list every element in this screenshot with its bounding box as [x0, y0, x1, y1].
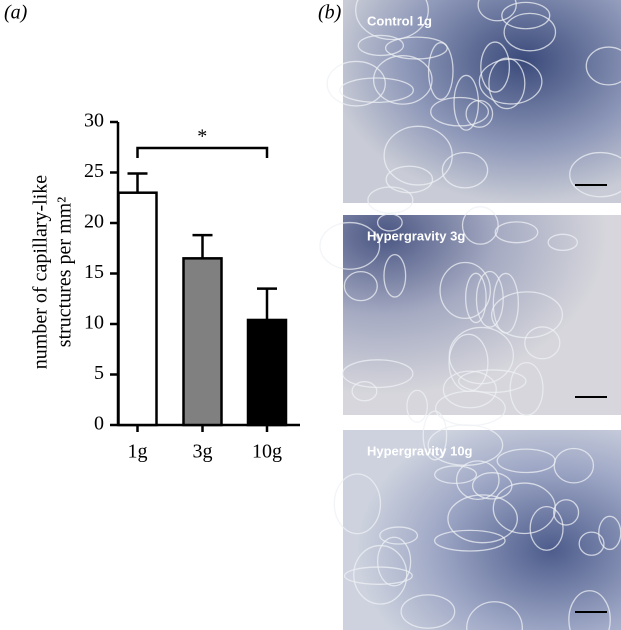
cell-loop	[406, 389, 428, 423]
cell-loop	[427, 424, 504, 466]
x-tick-label: 3g	[193, 441, 213, 463]
cell-loop	[455, 460, 500, 500]
cell-loop	[488, 57, 526, 110]
cell-loop	[501, 1, 551, 30]
cell-loop	[333, 473, 382, 535]
significance-bracket	[136, 146, 269, 158]
cell-loop	[379, 526, 419, 545]
cell-loop	[422, 410, 448, 461]
y-label-line: structures per mm²	[54, 197, 76, 347]
panel-label: (a)	[4, 2, 28, 24]
cell-loop	[568, 590, 611, 630]
cell-loop	[478, 58, 543, 105]
cell-loop	[547, 233, 579, 251]
y-axis-label: number of capillary-like structures per m…	[30, 175, 76, 369]
bar	[182, 257, 223, 427]
x-tick-label: 1g	[128, 441, 148, 463]
y-tick-label: 0	[94, 413, 104, 435]
cell-loop	[509, 361, 544, 416]
cell-loop	[427, 42, 454, 101]
y-tick-label: 5	[94, 362, 104, 384]
cell-loop	[376, 213, 403, 232]
cell-loop	[465, 99, 494, 128]
cell-loop	[357, 34, 405, 57]
cell-loop	[585, 46, 621, 86]
y-tick-label: 10	[84, 312, 104, 334]
cell-loop	[339, 77, 414, 103]
cell-loop	[569, 151, 621, 198]
cell-loop	[447, 494, 518, 544]
y-tick-label: 20	[84, 211, 104, 233]
cell-loop	[376, 536, 412, 587]
cell-loop	[465, 272, 487, 324]
cell-loop	[475, 270, 504, 328]
y-tick-label: 25	[84, 160, 104, 182]
cell-loop	[433, 529, 506, 552]
cell-loop	[553, 499, 580, 526]
cell-loop	[553, 447, 595, 484]
cell-loop	[458, 369, 527, 393]
cell-loop	[529, 505, 564, 551]
cell-loop	[343, 270, 378, 302]
cell-loop	[503, 12, 557, 52]
cell-loop	[524, 326, 561, 360]
cell-loop	[319, 221, 381, 270]
cell-loop	[342, 359, 414, 389]
cell-loop	[480, 41, 511, 93]
micrograph-caption: Hypergravity 10g	[367, 443, 473, 458]
cell-loop	[477, 0, 517, 22]
micrograph: Hypergravity 10g	[333, 410, 621, 630]
cell-loop	[441, 151, 489, 189]
cell-loop	[385, 165, 434, 194]
y-tick-label: 30	[84, 110, 104, 132]
cell-loop	[326, 60, 386, 107]
bar	[246, 318, 288, 427]
micrograph-caption: Hypergravity 3g	[367, 228, 465, 243]
cell-loop	[448, 326, 515, 385]
cell-loop	[492, 482, 557, 535]
cell-loop	[343, 566, 413, 585]
panel-label: (b)	[318, 2, 342, 24]
cell-loop	[355, 0, 429, 41]
cell-loop	[471, 472, 513, 500]
significance-label: *	[197, 126, 207, 148]
y-tick-label: 15	[84, 261, 104, 283]
cell-loop	[439, 261, 491, 320]
micrograph: Control 1g	[326, 0, 621, 214]
micrograph: Hypergravity 3g	[319, 206, 621, 427]
x-tick-label: 10g	[252, 441, 282, 463]
cell-loop	[353, 544, 408, 605]
y-label-line: number of capillary-like	[30, 175, 52, 369]
cell-loop	[400, 594, 456, 629]
cell-loop	[442, 370, 497, 409]
cell-loop	[453, 74, 480, 131]
cell-loop	[466, 601, 523, 630]
cell-loop	[433, 465, 478, 484]
cell-loop	[351, 381, 378, 402]
cell-loop	[430, 96, 490, 127]
cell-loop	[578, 531, 605, 556]
cell-loop	[383, 253, 407, 298]
bar	[117, 191, 158, 427]
cell-loop	[461, 206, 499, 245]
cell-loop	[372, 55, 433, 105]
micrograph-caption: Control 1g	[367, 13, 432, 28]
cell-loop	[491, 291, 564, 339]
cell-loop	[494, 221, 539, 244]
micrograph-bg	[343, 215, 621, 415]
cell-loop	[383, 125, 453, 186]
